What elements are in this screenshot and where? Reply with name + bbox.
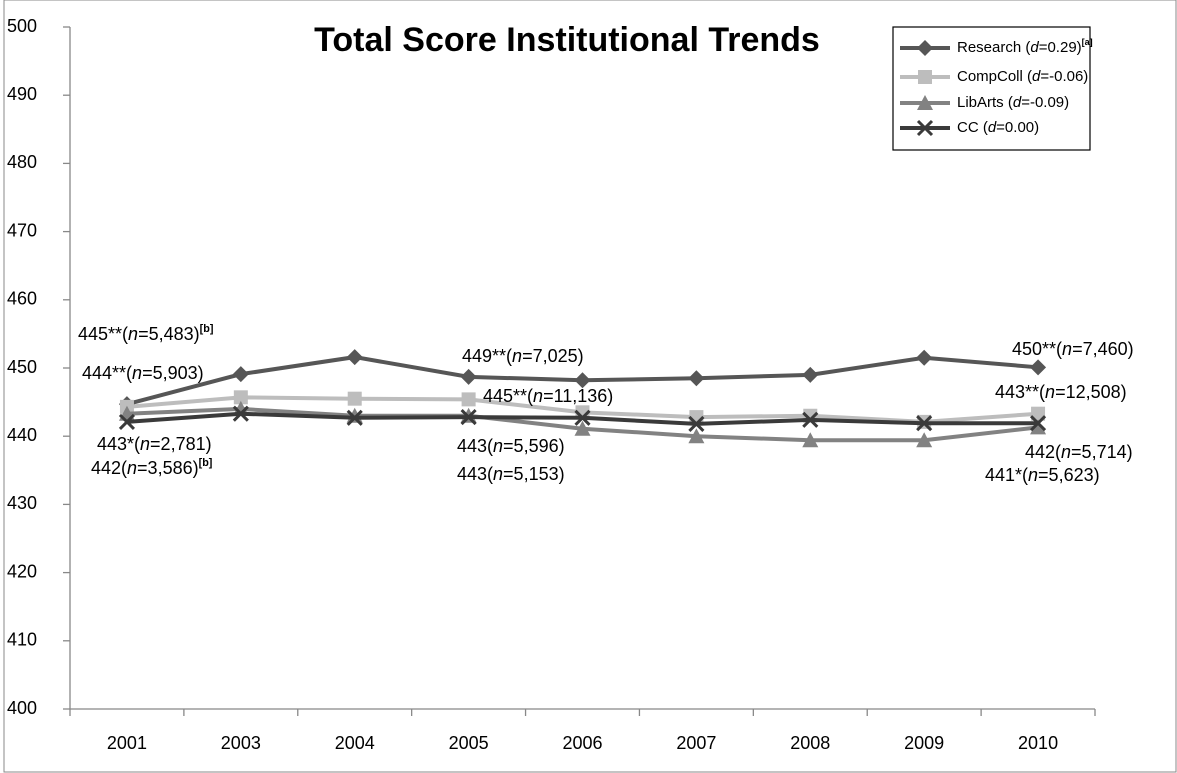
y-tick-label: 420 [7, 561, 37, 581]
x-tick-label: 2010 [1018, 733, 1058, 753]
marker [574, 420, 591, 436]
y-tick-label: 430 [7, 493, 37, 513]
y-tick-label: 490 [7, 84, 37, 104]
y-tick-label: 410 [7, 630, 37, 650]
legend-label: Research (d=0.29)[a] [957, 37, 1093, 56]
annotation: 450**(n=7,460) [1012, 339, 1134, 359]
marker [460, 368, 477, 385]
marker [232, 366, 249, 383]
marker [574, 409, 591, 426]
marker [460, 409, 477, 426]
marker [347, 391, 362, 406]
x-tick-label: 2003 [221, 733, 261, 753]
marker [802, 366, 819, 383]
x-tick-label: 2008 [790, 733, 830, 753]
x-tick-label: 2004 [335, 733, 375, 753]
annotation: 443(n=5,596) [457, 436, 565, 456]
annotation: 442(n=5,714) [1025, 442, 1133, 462]
marker [916, 432, 933, 448]
marker [917, 40, 933, 56]
marker [1030, 359, 1047, 376]
marker [1030, 419, 1047, 435]
marker [802, 432, 819, 448]
marker [1029, 415, 1047, 432]
x-tick-label: 2005 [449, 733, 489, 753]
marker [118, 413, 136, 430]
marker [688, 428, 705, 444]
marker [688, 415, 705, 432]
annotation: 445**(n=11,136) [483, 386, 613, 406]
y-tick-label: 460 [7, 289, 37, 309]
chart-title: Total Score Institutional Trends [314, 21, 820, 59]
marker [918, 70, 932, 84]
y-tick-label: 440 [7, 425, 37, 445]
marker [346, 409, 363, 426]
marker [1031, 406, 1046, 421]
annotation: 443(n=5,153) [457, 464, 565, 484]
x-tick-label: 2006 [562, 733, 602, 753]
annotation: 444**(n=5,903) [82, 363, 204, 383]
marker [688, 370, 705, 387]
legend-label: CompColl (d=-0.06) [957, 68, 1088, 85]
marker [574, 372, 591, 389]
marker [461, 392, 476, 407]
y-tick-label: 480 [7, 152, 37, 172]
y-tick-label: 450 [7, 357, 37, 377]
marker [232, 405, 249, 422]
marker [916, 119, 934, 137]
x-tick-label: 2009 [904, 733, 944, 753]
annotation: 443**(n=12,508) [995, 382, 1127, 402]
marker [233, 390, 248, 405]
marker [916, 415, 933, 432]
annotation: 443*(n=2,781) [97, 434, 212, 454]
x-tick-label: 2007 [676, 733, 716, 753]
marker [802, 411, 819, 428]
legend-label: CC (d=0.00) [957, 119, 1039, 136]
annotation: 449**(n=7,025) [462, 346, 584, 366]
marker [916, 349, 933, 366]
x-tick-label: 2001 [107, 733, 147, 753]
annotation: 441*(n=5,623) [985, 465, 1100, 485]
legend-label: LibArts (d=-0.09) [957, 94, 1069, 111]
annotation: 442(n=3,586)[b] [91, 457, 212, 478]
y-tick-label: 470 [7, 220, 37, 240]
marker [917, 95, 933, 110]
y-tick-label: 500 [7, 16, 37, 36]
marker [346, 349, 363, 366]
annotation: 445**(n=5,483)[b] [78, 323, 213, 344]
y-tick-label: 400 [7, 698, 37, 718]
